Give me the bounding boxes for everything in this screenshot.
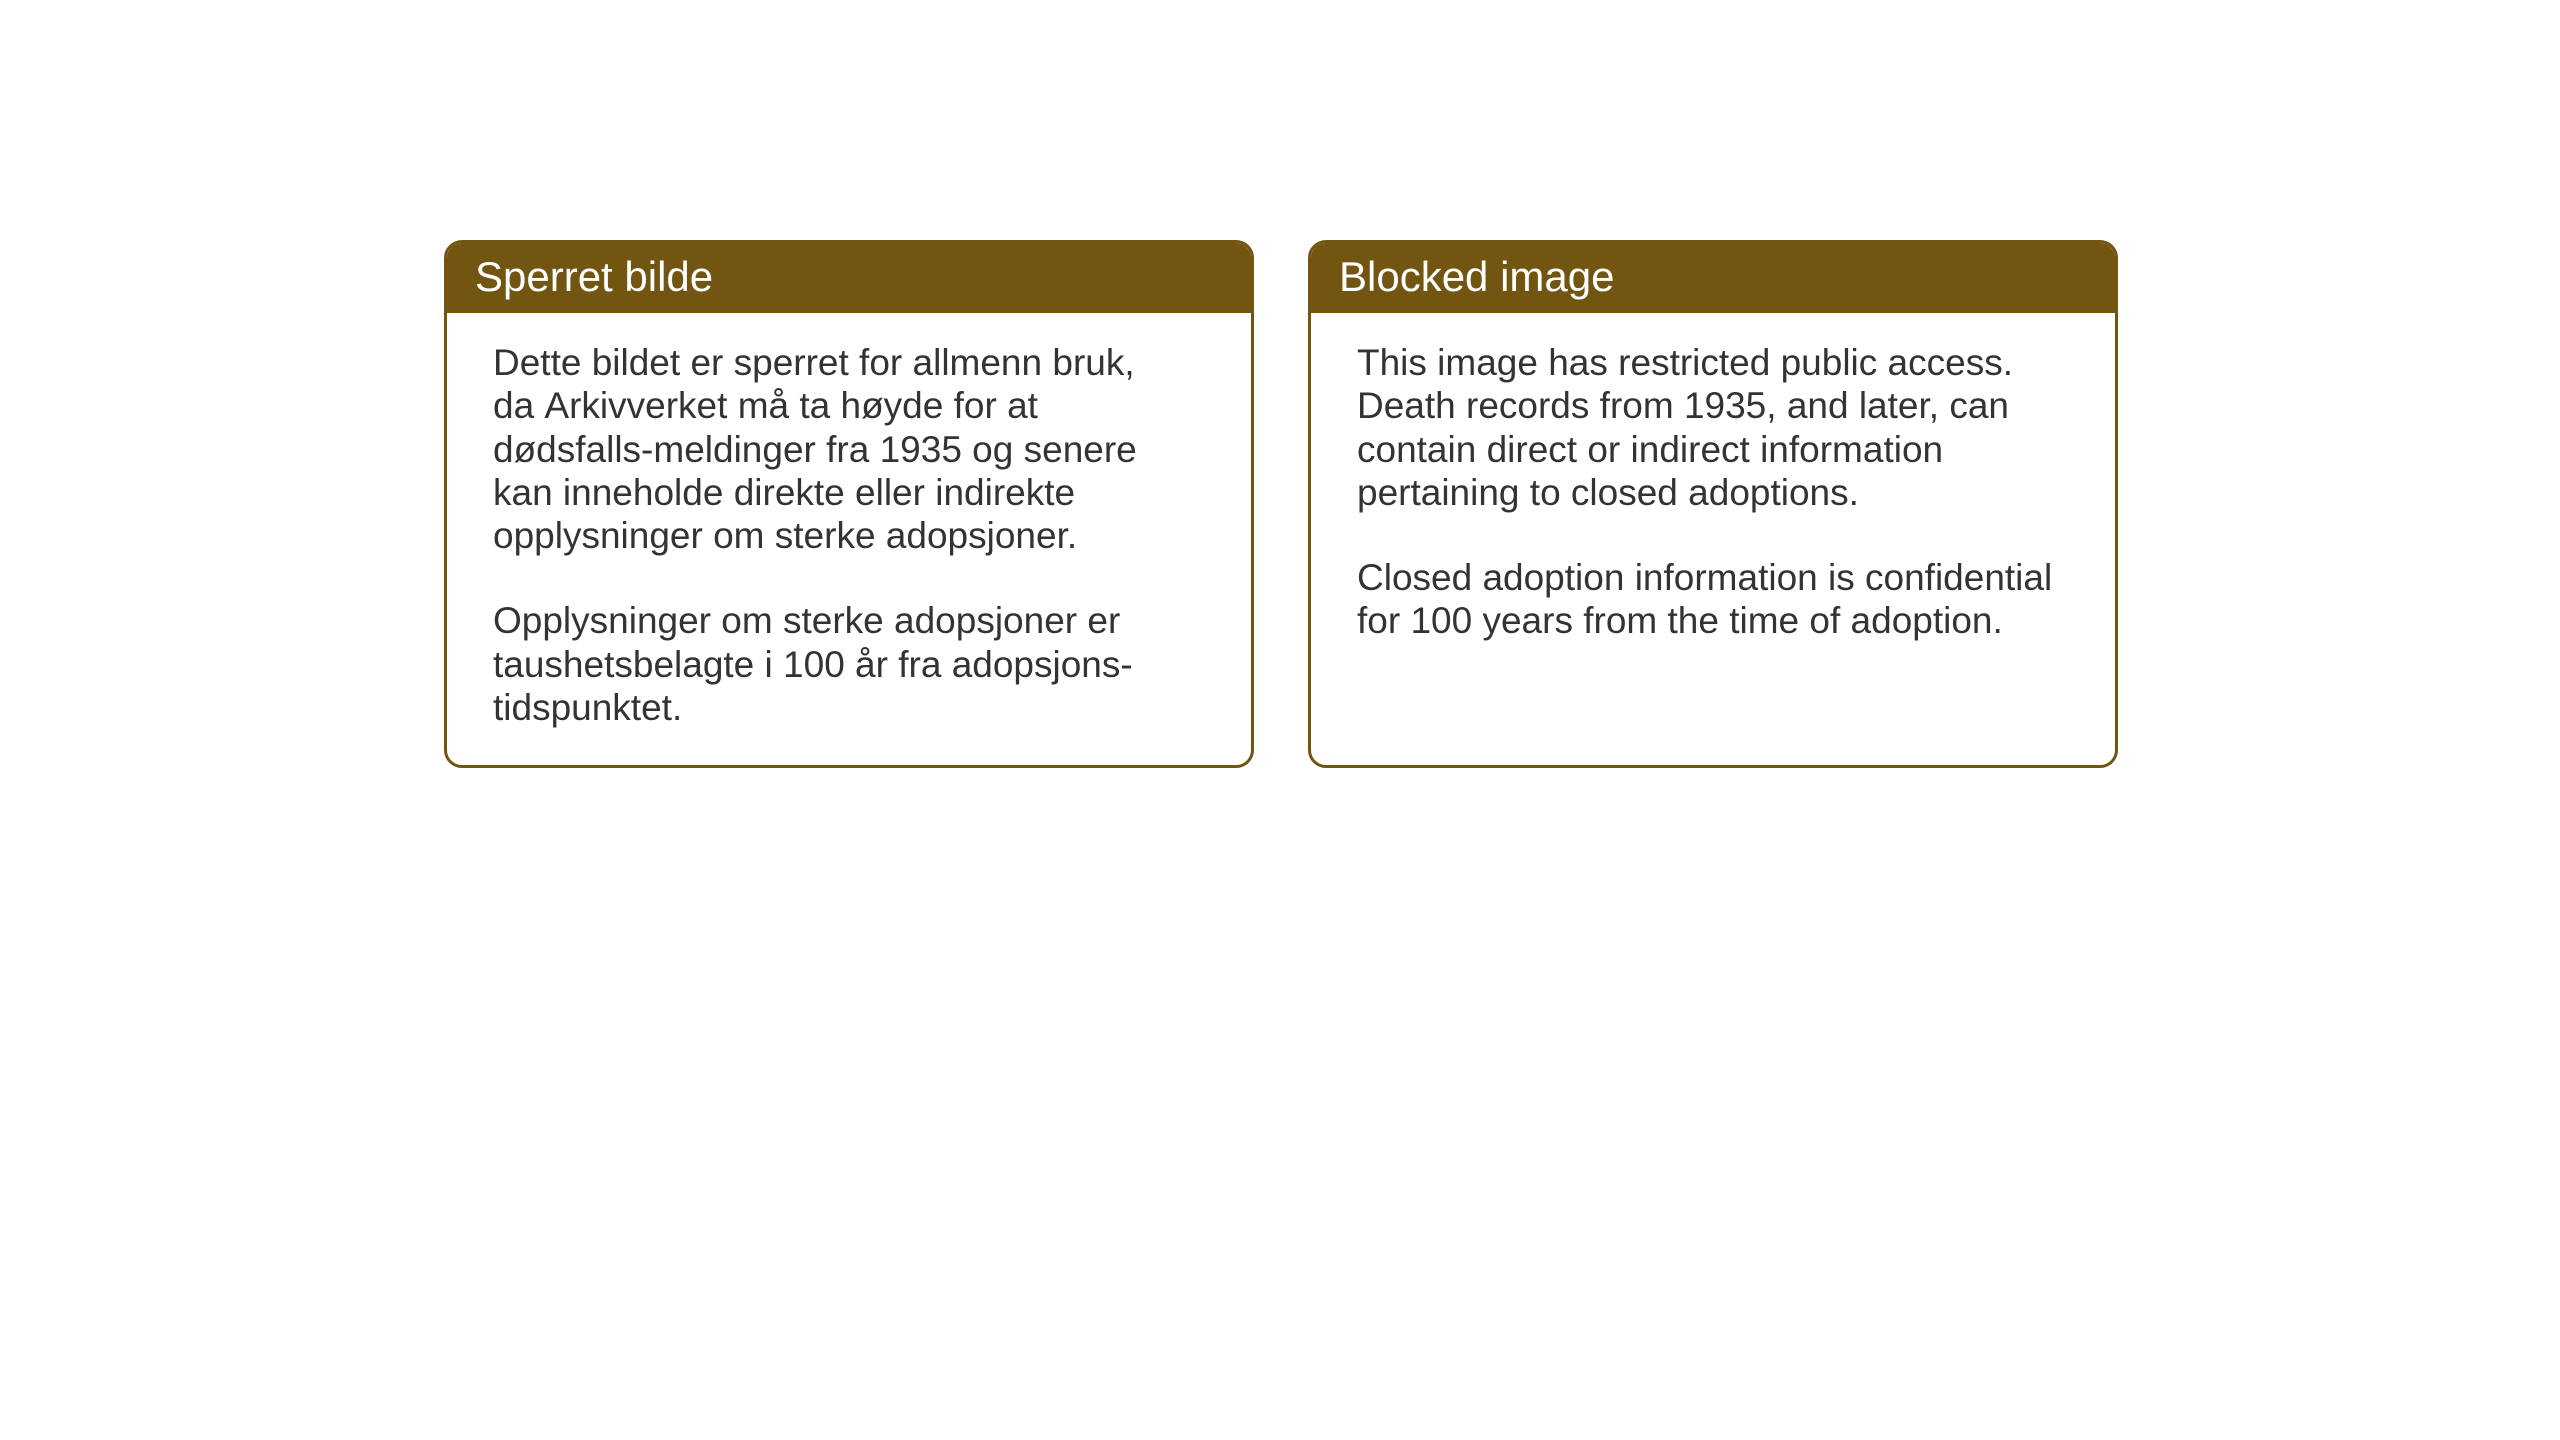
card-header: Sperret bilde (447, 243, 1251, 313)
card-title: Blocked image (1339, 253, 2087, 301)
card-paragraph: Closed adoption information is confident… (1357, 556, 2069, 643)
card-paragraph: Opplysninger om sterke adopsjoner er tau… (493, 599, 1205, 729)
card-header: Blocked image (1311, 243, 2115, 313)
card-body: Dette bildet er sperret for allmenn bruk… (447, 313, 1251, 765)
cards-container: Sperret bilde Dette bildet er sperret fo… (444, 240, 2118, 768)
card-norwegian: Sperret bilde Dette bildet er sperret fo… (444, 240, 1254, 768)
card-paragraph: This image has restricted public access.… (1357, 341, 2069, 514)
card-title: Sperret bilde (475, 253, 1223, 301)
card-paragraph: Dette bildet er sperret for allmenn bruk… (493, 341, 1205, 557)
card-english: Blocked image This image has restricted … (1308, 240, 2118, 768)
card-body: This image has restricted public access.… (1311, 313, 2115, 753)
